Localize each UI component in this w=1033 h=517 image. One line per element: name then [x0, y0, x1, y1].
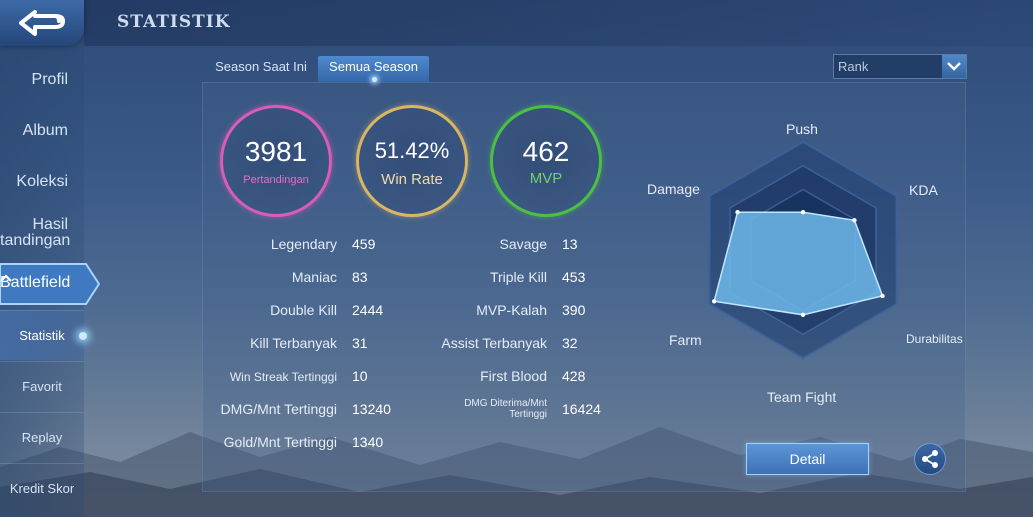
stat-value: 16424	[562, 401, 601, 417]
radar-value-area	[713, 211, 884, 316]
stat-label: Savage	[499, 236, 547, 252]
stat-value: 10	[352, 368, 368, 384]
stat-value: 459	[352, 236, 376, 252]
stat-label: Win Streak Tertinggi	[229, 370, 337, 384]
sidebar-item-label: Hasil	[32, 217, 68, 233]
stat-label: DMG/Mnt Tertinggi	[220, 401, 337, 417]
back-arrow-icon	[19, 10, 65, 36]
radar-label-kda: KDA	[909, 182, 938, 198]
stat-label: DMG Diterima/Mnt Tertinggi	[347, 398, 547, 420]
tab-label: Season Saat Ini	[215, 59, 307, 74]
stat-value: 390	[562, 302, 586, 318]
mode-dropdown[interactable]: Rank	[833, 54, 967, 79]
back-button[interactable]	[0, 0, 84, 46]
win-rate-value: 51.42%	[374, 137, 450, 163]
tab-semua-season[interactable]: Semua Season	[318, 56, 429, 82]
stat-label: Double Kill	[270, 302, 337, 318]
radar-chart	[708, 140, 898, 360]
stat-label: First Blood	[480, 368, 547, 384]
tab-season-saat-ini[interactable]: Season Saat Ini	[206, 56, 316, 82]
sidebar-subitem-replay[interactable]: Replay	[0, 412, 84, 462]
stat-value: 13240	[352, 401, 391, 417]
stat-label: Kill Terbanyak	[250, 335, 337, 351]
radar-value-point	[800, 312, 806, 317]
matches-value: 3981	[244, 136, 308, 167]
stat-value: 2444	[352, 302, 384, 318]
sidebar: Profil Album Koleksi Hasil tandingan	[0, 0, 84, 517]
radar-value-point	[735, 210, 740, 215]
stat-value: 1340	[352, 434, 384, 450]
stat-label: Triple Kill	[489, 269, 547, 285]
stat-value: 453	[562, 269, 586, 285]
sidebar-subitem-kredit-skor[interactable]: Kredit Skor	[0, 463, 84, 513]
sidebar-subitem-label: Kredit Skor	[9, 481, 75, 496]
stat-label: Gold/Mnt Tertinggi	[223, 434, 337, 450]
win-rate-label: Win Rate	[381, 170, 443, 188]
radar-value-point	[880, 293, 885, 299]
page-title: STATISTIK	[117, 12, 231, 32]
matches-label: Pertandingan	[243, 174, 309, 186]
stat-label-line: DMG Diterima/Mnt	[464, 398, 547, 409]
dropdown-selected-value: Rank	[838, 59, 869, 74]
sidebar-item-label: Koleksi	[16, 173, 68, 190]
sidebar-subitem-label: Replay	[21, 430, 63, 445]
sidebar-subitem-favorit[interactable]: Favorit	[0, 361, 84, 411]
sidebar-item-hasil-pertandingan[interactable]: Hasil tandingan	[0, 217, 84, 249]
sidebar-item-label: Battlefield	[0, 274, 71, 291]
stat-value: 83	[352, 269, 368, 285]
sidebar-item-album[interactable]: Album	[0, 122, 84, 140]
radar-label-push: Push	[786, 121, 818, 137]
stat-value: 31	[352, 335, 368, 351]
detail-button-label: Detail	[789, 451, 826, 467]
radar-value-point	[852, 218, 857, 223]
sidebar-item-battlefield[interactable]: Battlefield	[0, 262, 100, 306]
matches-circle: 3981 Pertandingan	[220, 105, 332, 217]
stat-label-line: Tertinggi	[509, 409, 547, 420]
mvp-label: MVP	[529, 169, 563, 187]
sidebar-item-profil[interactable]: Profil	[0, 71, 84, 89]
sidebar-subitem-statistik[interactable]: Statistik	[0, 310, 87, 360]
share-button[interactable]	[914, 443, 946, 475]
sidebar-item-koleksi[interactable]: Koleksi	[0, 173, 84, 191]
tab-active-dot	[371, 77, 377, 82]
sidebar-subitem-label: Statistik	[19, 328, 65, 343]
radar-value-point	[711, 299, 717, 304]
share-icon	[922, 450, 938, 468]
sidebar-item-label: tandingan	[0, 232, 71, 249]
mvp-circle: 462 MVP	[490, 105, 602, 217]
sidebar-item-label: Album	[22, 122, 68, 139]
chevron-up-icon	[0, 274, 12, 282]
radar-label-farm: Farm	[669, 332, 702, 348]
dropdown-toggle[interactable]	[942, 55, 966, 78]
sidebar-subitem-label: Favorit	[22, 379, 62, 394]
stat-value: 13	[562, 236, 578, 252]
sidebar-item-label: Profil	[31, 71, 68, 88]
radar-value-point	[800, 210, 806, 215]
stat-label: Legendary	[270, 236, 337, 252]
battlefield-tab-shape	[0, 263, 100, 305]
win-rate-circle: 51.42% Win Rate	[356, 105, 468, 217]
radar-label-damage: Damage	[647, 181, 700, 197]
tab-label: Semua Season	[329, 59, 418, 74]
stat-value: 428	[562, 368, 586, 384]
stat-label: Maniac	[291, 269, 337, 285]
title-bar	[84, 0, 1033, 46]
stat-label: MVP-Kalah	[476, 302, 547, 318]
active-indicator-dot	[79, 332, 87, 340]
mvp-value: 462	[522, 135, 570, 167]
chevron-down-icon	[947, 62, 961, 71]
radar-label-team-fight: Team Fight	[767, 389, 837, 405]
stat-value: 32	[562, 335, 578, 351]
stat-label: Assist Terbanyak	[441, 335, 547, 351]
detail-button[interactable]: Detail	[746, 443, 869, 475]
radar-label-durabilitas: Durabilitas	[906, 332, 963, 346]
